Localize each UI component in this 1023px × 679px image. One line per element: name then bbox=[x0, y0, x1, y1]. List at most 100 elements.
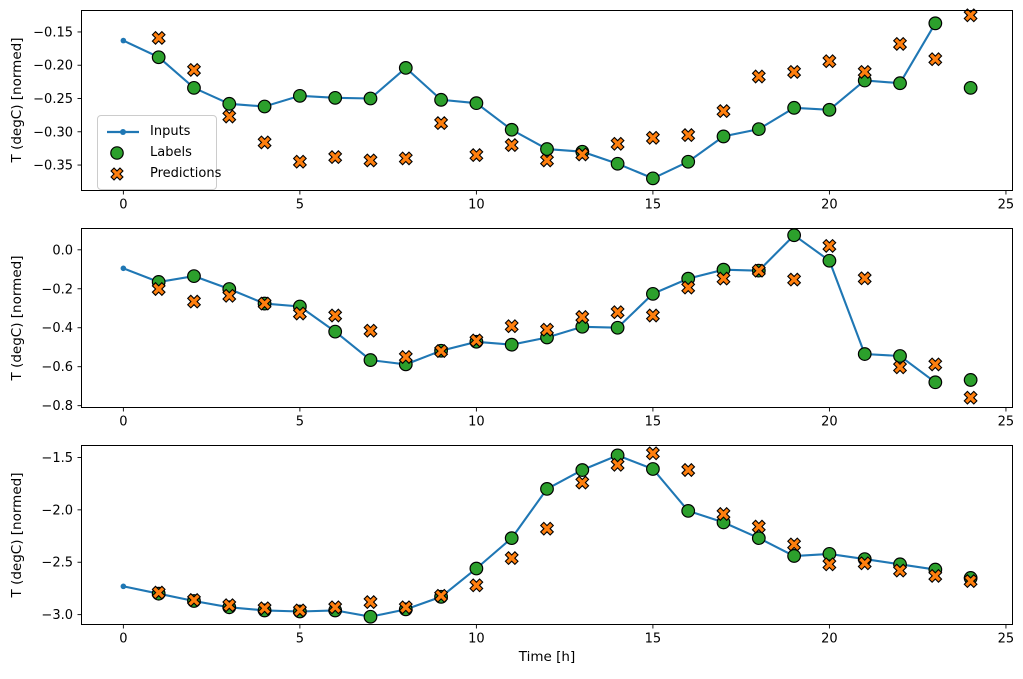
predictions-point-marker bbox=[575, 475, 590, 490]
labels-point-marker bbox=[893, 76, 907, 91]
predictions-point-marker bbox=[398, 151, 413, 166]
inputs-line bbox=[123, 233, 936, 384]
x-tick-label: 15 bbox=[645, 198, 662, 213]
predictions-point-marker bbox=[434, 116, 449, 131]
y-tick-label: −2.0 bbox=[41, 503, 73, 518]
x-tick-label: 0 bbox=[119, 198, 127, 213]
labels-point-marker bbox=[222, 96, 237, 111]
x-tick-label: 25 bbox=[998, 415, 1015, 430]
predictions-point-marker bbox=[222, 288, 237, 303]
predictions-point-marker bbox=[469, 148, 484, 163]
labels-point-marker bbox=[646, 462, 660, 476]
labels-point-marker bbox=[540, 481, 554, 496]
labels-point-marker bbox=[469, 96, 484, 111]
predictions-point-marker bbox=[504, 319, 519, 334]
labels-point-marker bbox=[822, 546, 837, 561]
axes-spines bbox=[81, 228, 1013, 408]
y-tick-label: 0.0 bbox=[52, 243, 73, 258]
x-tick-label: 20 bbox=[821, 198, 838, 213]
subplot-3-y-axis-label: T (degC) [normed] bbox=[9, 472, 25, 598]
predictions-point-marker bbox=[434, 344, 449, 359]
predictions-point-marker bbox=[681, 462, 696, 478]
labels-point-marker bbox=[398, 60, 413, 75]
predictions-point-marker bbox=[363, 595, 378, 610]
labels-point-marker bbox=[787, 549, 802, 563]
predictions-point-marker bbox=[822, 238, 837, 253]
predictions-point-marker bbox=[645, 446, 660, 461]
predictions-point-marker bbox=[257, 601, 272, 616]
predictions-point-marker bbox=[186, 62, 202, 77]
predictions-point-marker bbox=[928, 52, 943, 67]
predictions-point-marker bbox=[575, 309, 590, 325]
labels-point-marker bbox=[187, 269, 201, 284]
y-tick-label: −1.5 bbox=[41, 451, 73, 466]
predictions-point-marker bbox=[292, 603, 307, 618]
predictions-x-icon bbox=[110, 166, 124, 181]
labels-point-marker bbox=[292, 88, 307, 103]
predictions-point-marker bbox=[186, 294, 202, 309]
labels-point-marker bbox=[363, 609, 378, 624]
labels-point-marker bbox=[504, 531, 519, 546]
x-axis-label: Time [h] bbox=[518, 649, 576, 665]
predictions-point-marker bbox=[539, 153, 555, 168]
labels-point-marker bbox=[646, 286, 660, 301]
labels-point-marker bbox=[504, 337, 519, 352]
predictions-point-marker bbox=[787, 272, 802, 287]
y-tick-label: −0.6 bbox=[41, 360, 73, 375]
predictions-point-marker bbox=[328, 308, 343, 323]
x-tick-label: 10 bbox=[468, 198, 485, 213]
predictions-point-marker bbox=[857, 64, 872, 79]
legend-item-inputs: Inputs bbox=[105, 121, 208, 142]
inputs-point-marker bbox=[120, 37, 127, 44]
axes-spines bbox=[81, 10, 1013, 191]
x-tick-label: 10 bbox=[468, 415, 485, 430]
legend-item-predictions: Predictions bbox=[105, 163, 221, 184]
predictions-point-marker bbox=[222, 598, 237, 613]
x-tick-label: 15 bbox=[645, 632, 662, 647]
y-tick-label: −0.4 bbox=[41, 321, 73, 336]
predictions-point-marker bbox=[151, 281, 166, 297]
subplot-1-plot-area: 0 5 10 15 20 25 −0.15 −0.20 −0.25 −0.30 −0.35 bbox=[33, 8, 1014, 213]
labels-point-marker bbox=[469, 561, 484, 576]
predictions-x-sample bbox=[110, 166, 124, 181]
labels-circle-icon bbox=[110, 145, 124, 160]
predictions-point-marker bbox=[610, 305, 625, 320]
predictions-point-marker bbox=[328, 150, 343, 165]
predictions-point-marker bbox=[469, 333, 484, 348]
inputs-dot-sample bbox=[120, 128, 126, 135]
predictions-point-marker bbox=[681, 128, 696, 143]
labels-point-marker bbox=[857, 347, 872, 361]
predictions-point-marker bbox=[751, 519, 766, 534]
predictions-point-marker bbox=[787, 537, 802, 552]
predictions-point-marker bbox=[186, 592, 202, 608]
labels-point-marker bbox=[716, 129, 731, 144]
subplot-1-y-axis-label: T (degC) [normed] bbox=[9, 37, 25, 163]
subplot-3-plot-area: 0 5 10 15 20 25 −1.5 −2.0 −2.5 −3.0 bbox=[41, 445, 1014, 647]
predictions-point-marker bbox=[751, 69, 766, 84]
predictions-point-marker bbox=[787, 64, 802, 79]
y-tick-label: −3.0 bbox=[41, 608, 73, 623]
legend-item-labels: Labels bbox=[105, 142, 208, 163]
x-tick-label: 25 bbox=[998, 198, 1015, 213]
predictions-point-marker bbox=[292, 154, 307, 169]
subplot-2-plot-area: 0 5 10 15 20 25 0.0 −0.2 −0.4 −0.6 −0.8 bbox=[41, 228, 1014, 430]
labels-point-marker bbox=[257, 99, 272, 114]
labels-point-marker bbox=[963, 80, 978, 95]
inputs-line bbox=[122, 22, 937, 180]
x-tick-label: 0 bbox=[119, 415, 127, 430]
predictions-point-marker bbox=[469, 578, 484, 593]
y-tick-label: −2.5 bbox=[41, 556, 73, 571]
predictions-point-marker bbox=[751, 263, 766, 278]
predictions-point-marker bbox=[716, 104, 731, 119]
predictions-point-marker bbox=[575, 147, 590, 162]
labels-point-marker bbox=[681, 504, 696, 518]
predictions-point-marker bbox=[645, 130, 660, 145]
y-tick-label: −0.15 bbox=[33, 25, 73, 40]
x-tick-label: 5 bbox=[296, 415, 304, 430]
predictions-point-marker bbox=[398, 600, 413, 615]
inputs-point-marker bbox=[120, 265, 127, 272]
predictions-point-marker bbox=[222, 109, 237, 124]
predictions-point-marker bbox=[504, 551, 519, 566]
predictions-point-marker bbox=[504, 138, 519, 153]
labels-point-marker bbox=[434, 92, 448, 107]
